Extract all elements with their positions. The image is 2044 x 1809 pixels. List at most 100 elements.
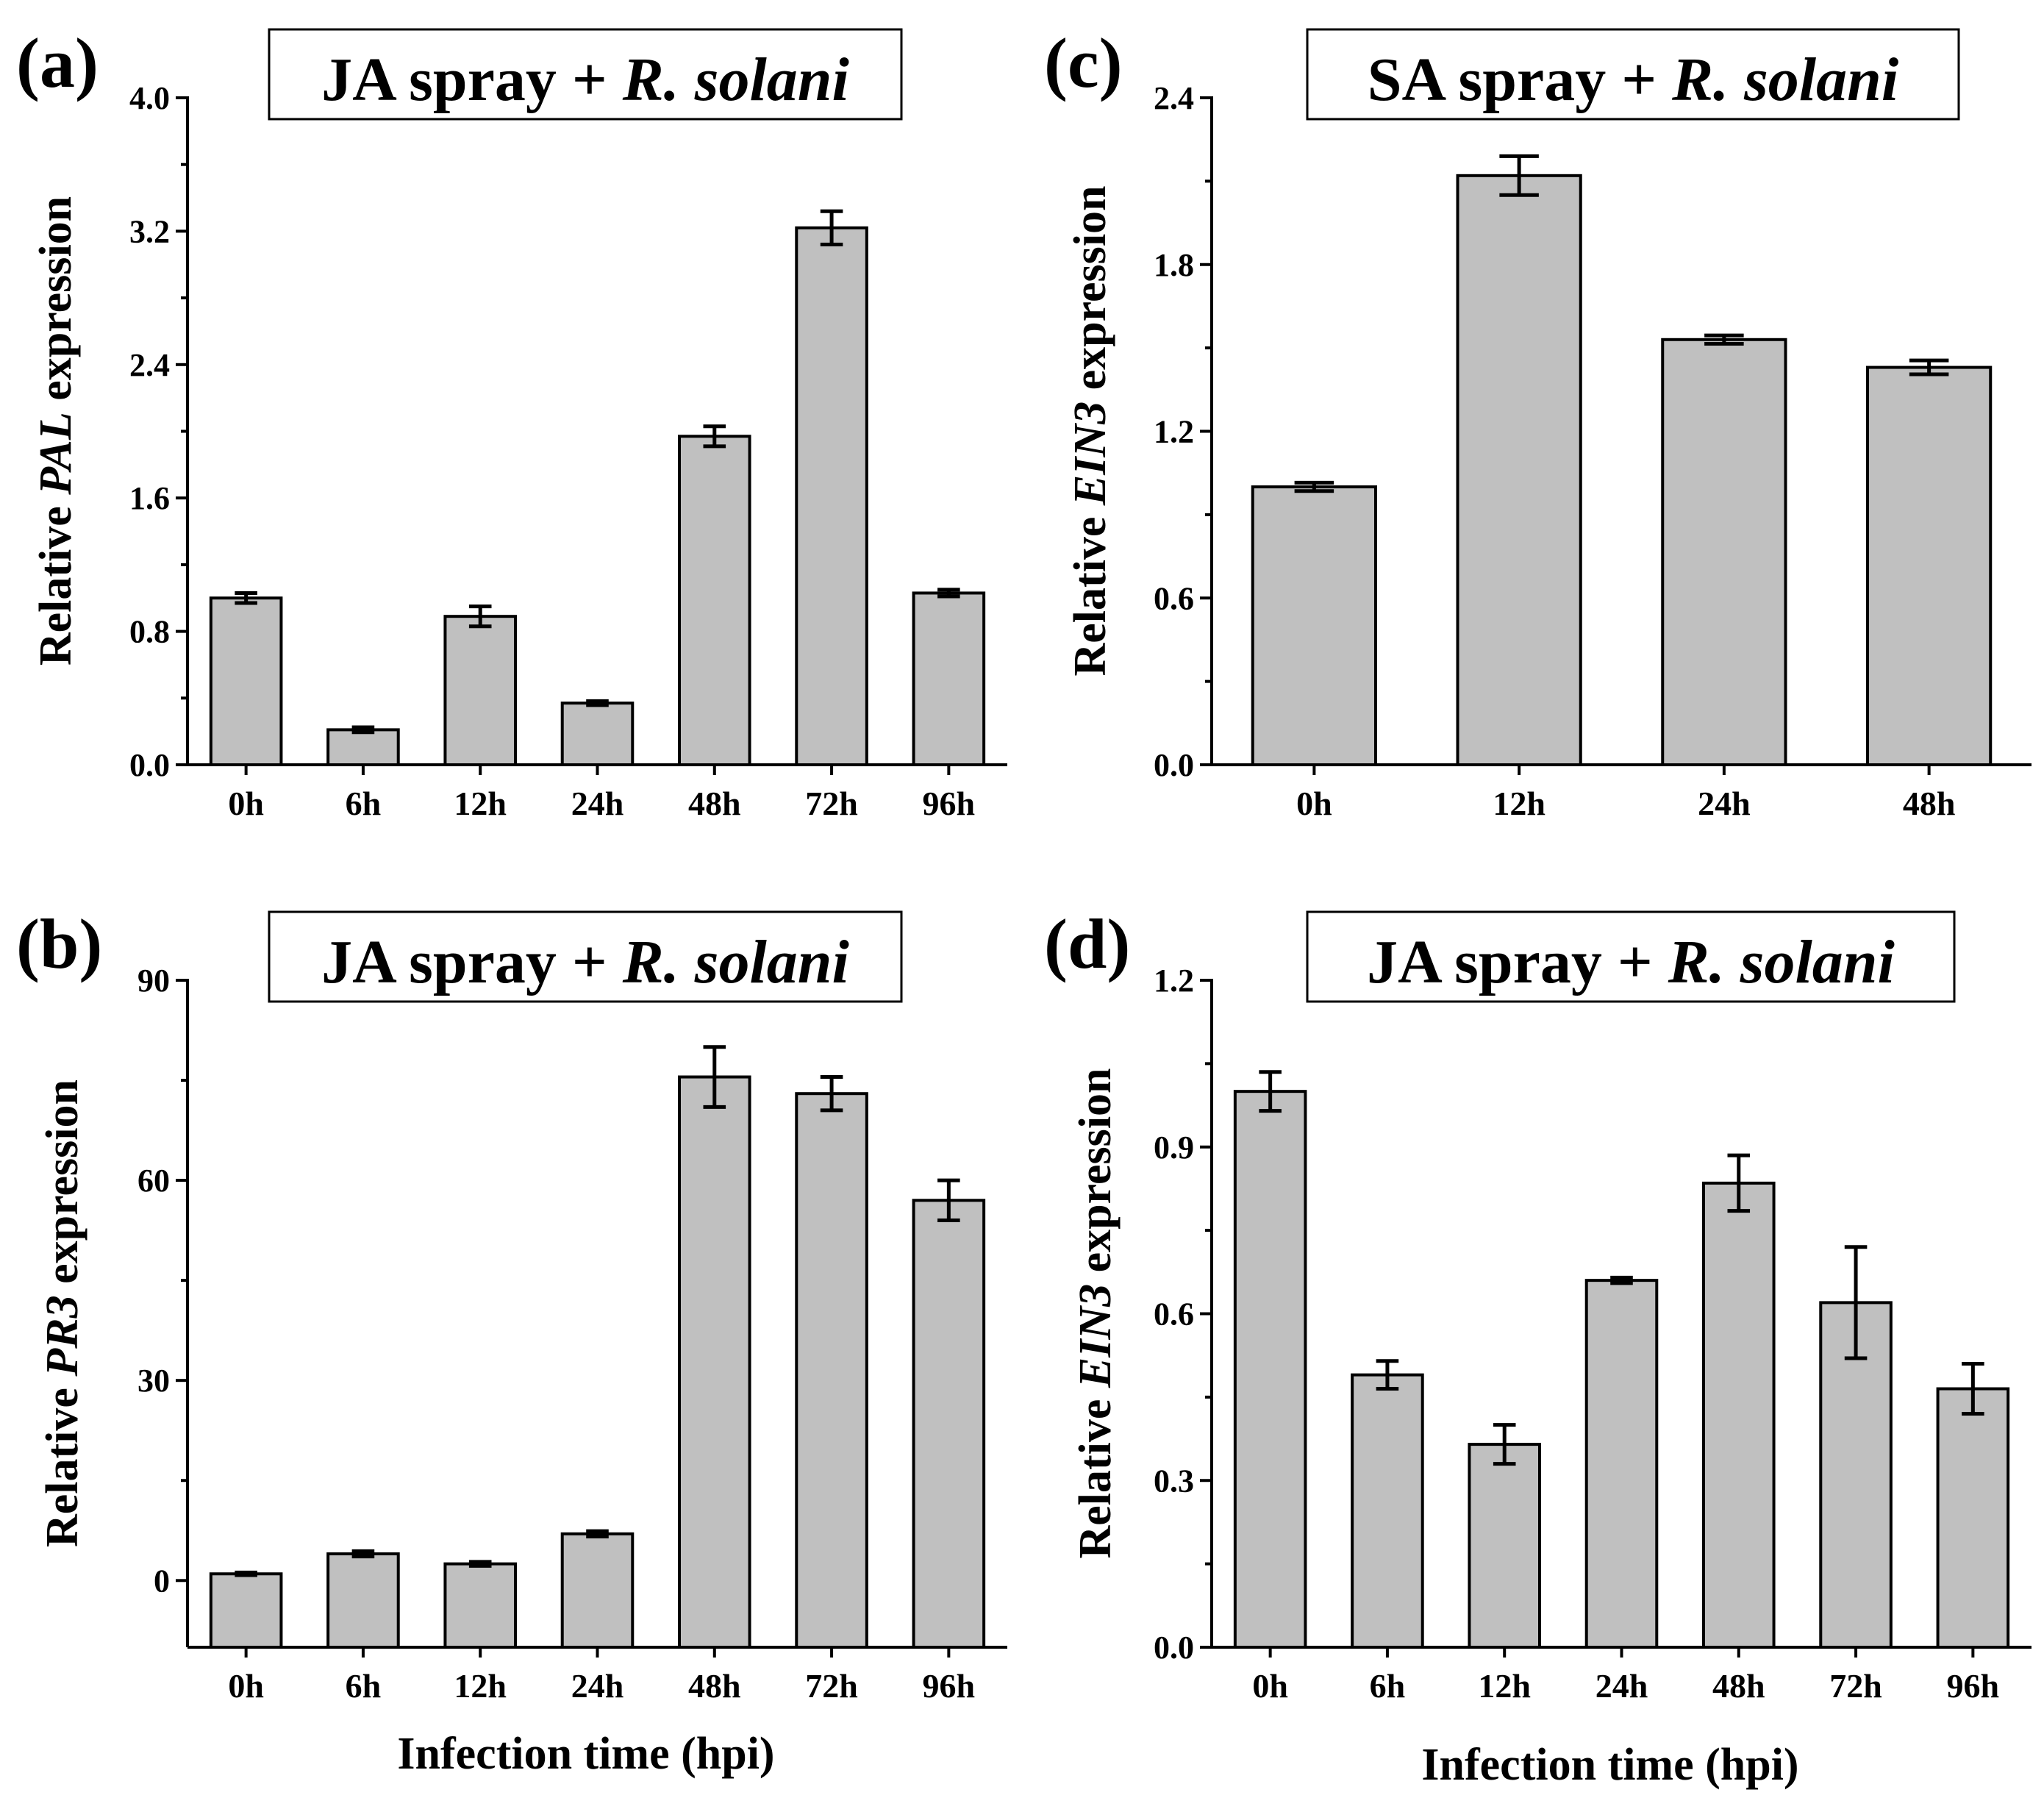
- bar-24h: [1661, 338, 1787, 767]
- x-tick-label: 0h: [228, 785, 264, 822]
- bar-6h: [326, 728, 400, 767]
- x-axis-label: Infection time (hpi): [1421, 1740, 1798, 1790]
- chart-title-italic: R. solani: [1668, 928, 1895, 996]
- x-axis-label: Infection time (hpi): [397, 1729, 774, 1779]
- panel-letter: (a): [16, 24, 99, 102]
- y-tick-label: 1.2: [1154, 963, 1194, 999]
- y-axis-label-suffix: expression: [1071, 1068, 1121, 1283]
- y-axis-label-gene: PAL: [31, 412, 81, 496]
- bar-12h: [1456, 174, 1582, 767]
- x-tick-label: 24h: [1595, 1667, 1648, 1705]
- x-tick-label: 0h: [228, 1667, 264, 1705]
- y-tick-label: 0.9: [1154, 1130, 1194, 1166]
- chart-title-italic: R. solani: [1671, 46, 1898, 114]
- y-axis-label: Relative EIN3 expression: [1065, 185, 1115, 676]
- panel-letter: (b): [16, 904, 102, 983]
- y-tick-label: 30: [137, 1363, 170, 1399]
- panel-letter: (d): [1044, 904, 1130, 983]
- x-tick-label: 6h: [346, 1667, 382, 1705]
- bar-12h: [443, 615, 518, 766]
- y-tick-label: 0.3: [1154, 1463, 1194, 1499]
- chart-title-main: JA spray +: [321, 928, 623, 996]
- bar-24h: [560, 1532, 635, 1649]
- bar-96h: [912, 591, 986, 767]
- chart-title-italic: R. solani: [622, 928, 849, 996]
- y-tick-label: 3.2: [129, 213, 170, 249]
- title-box: [268, 28, 903, 121]
- panel-c: (c) SA spray + R. solani Relative EIN3 exp…: [1044, 24, 2032, 822]
- title-box: [1306, 28, 1960, 121]
- bar-24h: [1584, 1279, 1659, 1649]
- y-axis-label: Relative PAL expression: [31, 196, 81, 666]
- x-tick-label: 6h: [1370, 1667, 1406, 1705]
- x-tick-label: 72h: [1829, 1667, 1882, 1705]
- y-axis-label-gene: PR3: [37, 1295, 87, 1377]
- x-tick-label: 48h: [1903, 785, 1956, 822]
- chart-title: JA spray + R. solani: [1367, 928, 1895, 996]
- chart-title-main: SA spray +: [1368, 46, 1672, 114]
- y-axis-label-suffix: expression: [37, 1080, 87, 1295]
- y-axis-label: Relative PR3 expression: [37, 1080, 87, 1547]
- y-axis-label-prefix: Relative: [1071, 1388, 1121, 1558]
- x-tick-label: 12h: [1478, 1667, 1531, 1705]
- bar-48h: [678, 435, 751, 766]
- y-axis-label-suffix: expression: [1065, 185, 1115, 401]
- y-axis-label-prefix: Relative: [1065, 505, 1115, 676]
- panel-letter: (c): [1044, 24, 1123, 102]
- x-tick-label: 24h: [571, 785, 624, 822]
- x-tick-label: 48h: [688, 785, 741, 822]
- y-tick-label: 1.6: [129, 480, 170, 516]
- y-axis-label-gene: EIN3: [1071, 1284, 1121, 1388]
- chart-title-main: JA spray +: [1367, 928, 1668, 996]
- x-tick-label: 48h: [688, 1667, 741, 1705]
- bar-72h: [795, 1092, 868, 1649]
- y-tick-label: 0.8: [129, 614, 170, 650]
- panel-a: (a) JA spray + R. solani Relative PAL expr…: [16, 24, 1007, 822]
- bar-48h: [678, 1075, 751, 1649]
- bar-96h: [912, 1199, 986, 1649]
- x-tick-label: 0h: [1252, 1667, 1288, 1705]
- bar-72h: [1819, 1301, 1893, 1649]
- x-tick-label: 96h: [1947, 1667, 2000, 1705]
- x-tick-label: 24h: [571, 1667, 624, 1705]
- y-axis-label-suffix: expression: [31, 196, 81, 412]
- y-axis-label-prefix: Relative: [31, 495, 81, 666]
- panel-b: (b) JA spray + R. solani Relative PR3 expr…: [16, 904, 1007, 1779]
- bar-48h: [1702, 1181, 1776, 1649]
- chart-title: JA spray + R. solani: [321, 46, 849, 114]
- y-tick-label: 60: [137, 1163, 170, 1199]
- chart-title-main: JA spray +: [321, 46, 623, 114]
- x-tick-label: 96h: [923, 1667, 976, 1705]
- y-tick-label: 0.6: [1154, 580, 1194, 616]
- bar-12h: [1468, 1443, 1542, 1649]
- y-tick-label: 1.2: [1154, 414, 1194, 450]
- x-tick-label: 6h: [346, 785, 382, 822]
- bar-48h: [1866, 365, 1993, 766]
- bar-0h: [1233, 1090, 1307, 1649]
- chart-title-italic: R. solani: [622, 46, 849, 114]
- bar-6h: [1351, 1373, 1424, 1649]
- x-tick-label: 12h: [454, 1667, 507, 1705]
- y-axis-label: Relative EIN3 expression: [1071, 1068, 1121, 1558]
- x-tick-label: 72h: [805, 1667, 858, 1705]
- title-box: [268, 910, 903, 1003]
- bar-6h: [326, 1552, 400, 1649]
- y-tick-label: 0.0: [129, 747, 170, 783]
- x-tick-label: 72h: [805, 785, 858, 822]
- x-tick-label: 96h: [923, 785, 976, 822]
- x-tick-label: 12h: [454, 785, 507, 822]
- y-axis-label-prefix: Relative: [37, 1377, 87, 1547]
- y-axis-label-gene: EIN3: [1065, 402, 1115, 506]
- y-tick-label: 90: [137, 963, 170, 999]
- bar-12h: [443, 1562, 518, 1649]
- bar-0h: [209, 596, 283, 766]
- y-tick-label: 2.4: [1154, 80, 1194, 116]
- y-tick-label: 0.6: [1154, 1296, 1194, 1332]
- x-tick-label: 12h: [1493, 785, 1545, 822]
- y-tick-label: 1.8: [1154, 247, 1194, 283]
- y-tick-label: 0: [154, 1563, 170, 1599]
- chart-title: JA spray + R. solani: [321, 928, 849, 996]
- bar-72h: [795, 226, 868, 766]
- y-tick-label: 4.0: [129, 80, 170, 116]
